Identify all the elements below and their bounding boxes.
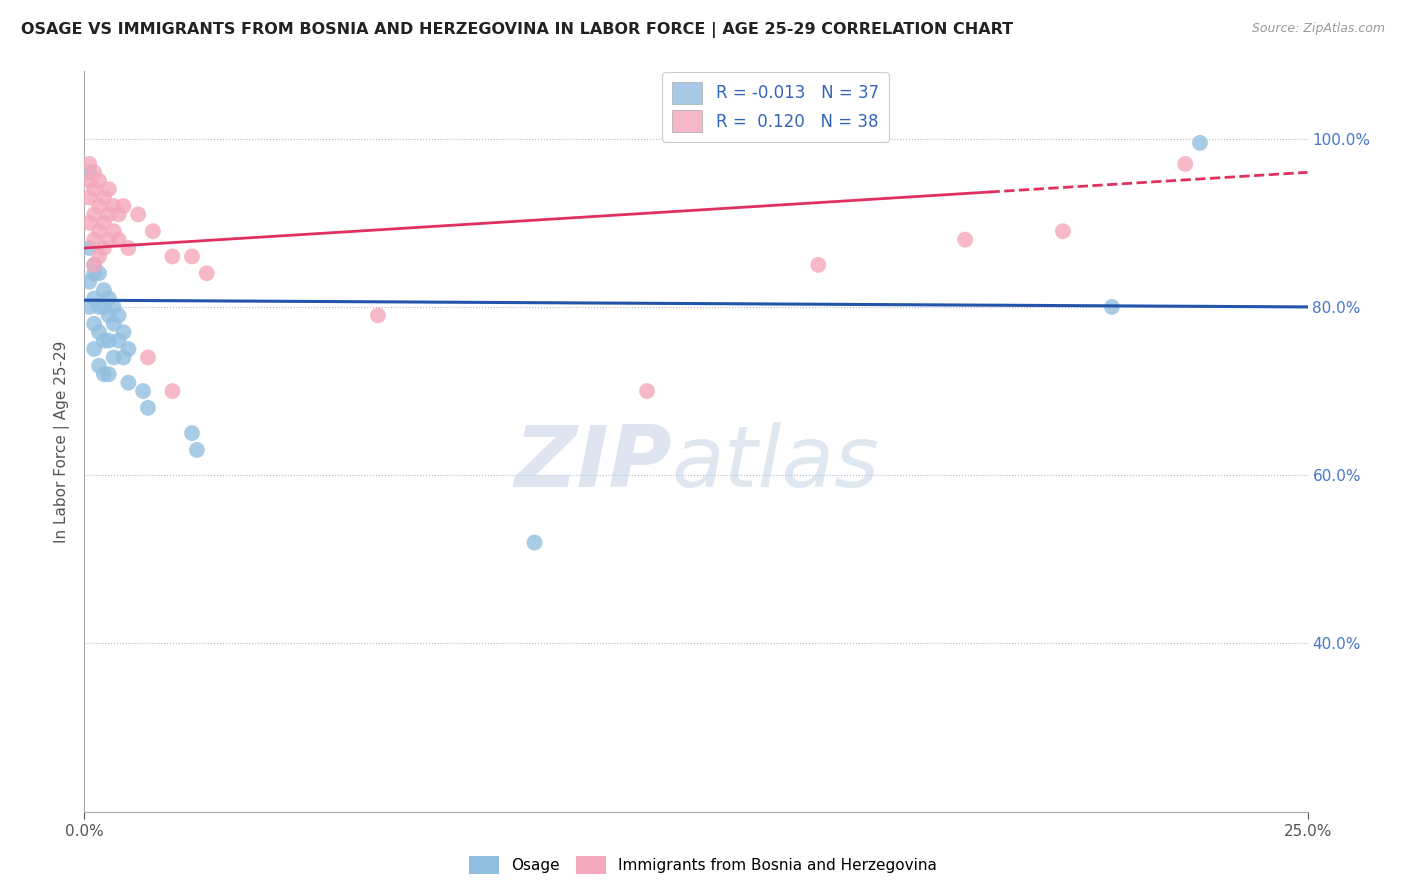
Point [83, 182, 105, 196]
Point [107, 309, 129, 323]
Point [77, 165, 100, 179]
Point [77, 216, 100, 230]
Point [181, 426, 204, 441]
Point [87, 174, 110, 188]
Text: ZIP: ZIP [513, 422, 672, 505]
Point [107, 207, 129, 221]
Legend: Osage, Immigrants from Bosnia and Herzegovina: Osage, Immigrants from Bosnia and Herzeg… [463, 850, 943, 880]
Legend: R = -0.013   N = 37, R =  0.120   N = 38: R = -0.013 N = 37, R = 0.120 N = 38 [662, 72, 889, 142]
Point [807, 258, 830, 272]
Point [103, 317, 125, 331]
Point [127, 207, 149, 221]
Point [367, 309, 389, 323]
Point [77, 190, 100, 204]
Point [186, 442, 208, 457]
Point [77, 275, 100, 289]
Point [97, 233, 120, 247]
Point [103, 351, 125, 365]
Point [83, 258, 105, 272]
Text: atlas: atlas [672, 422, 880, 505]
Point [1101, 300, 1123, 314]
Point [93, 368, 115, 382]
Point [93, 300, 115, 314]
Point [181, 250, 204, 264]
Point [132, 384, 155, 398]
Y-axis label: In Labor Force | Age 25-29: In Labor Force | Age 25-29 [55, 341, 70, 542]
Point [97, 292, 120, 306]
Point [112, 351, 135, 365]
Point [87, 199, 110, 213]
Point [93, 216, 115, 230]
Point [162, 384, 184, 398]
Point [77, 241, 100, 255]
Point [87, 224, 110, 238]
Point [87, 250, 110, 264]
Point [97, 309, 120, 323]
Point [97, 334, 120, 348]
Point [112, 199, 135, 213]
Point [97, 207, 120, 221]
Point [93, 190, 115, 204]
Point [1188, 136, 1211, 150]
Point [83, 266, 105, 280]
Point [136, 351, 159, 365]
Point [103, 300, 125, 314]
Point [136, 401, 159, 415]
Point [93, 334, 115, 348]
Point [87, 300, 110, 314]
Point [953, 233, 976, 247]
Point [523, 535, 546, 549]
Point [83, 207, 105, 221]
Point [97, 368, 120, 382]
Point [1052, 224, 1074, 238]
Point [87, 359, 110, 373]
Point [87, 266, 110, 280]
Point [103, 199, 125, 213]
Point [83, 342, 105, 356]
Point [112, 325, 135, 339]
Point [83, 165, 105, 179]
Point [195, 266, 218, 280]
Point [77, 174, 100, 188]
Point [83, 317, 105, 331]
Point [83, 258, 105, 272]
Point [83, 233, 105, 247]
Point [93, 241, 115, 255]
Point [103, 224, 125, 238]
Point [107, 334, 129, 348]
Point [87, 325, 110, 339]
Point [1174, 157, 1197, 171]
Point [83, 292, 105, 306]
Point [117, 241, 139, 255]
Point [636, 384, 658, 398]
Text: Source: ZipAtlas.com: Source: ZipAtlas.com [1251, 22, 1385, 36]
Point [77, 300, 100, 314]
Point [117, 376, 139, 390]
Point [93, 283, 115, 297]
Text: OSAGE VS IMMIGRANTS FROM BOSNIA AND HERZEGOVINA IN LABOR FORCE | AGE 25-29 CORRE: OSAGE VS IMMIGRANTS FROM BOSNIA AND HERZ… [21, 22, 1014, 38]
Point [97, 182, 120, 196]
Point [117, 342, 139, 356]
Point [77, 157, 100, 171]
Point [162, 250, 184, 264]
Point [107, 233, 129, 247]
Point [142, 224, 165, 238]
